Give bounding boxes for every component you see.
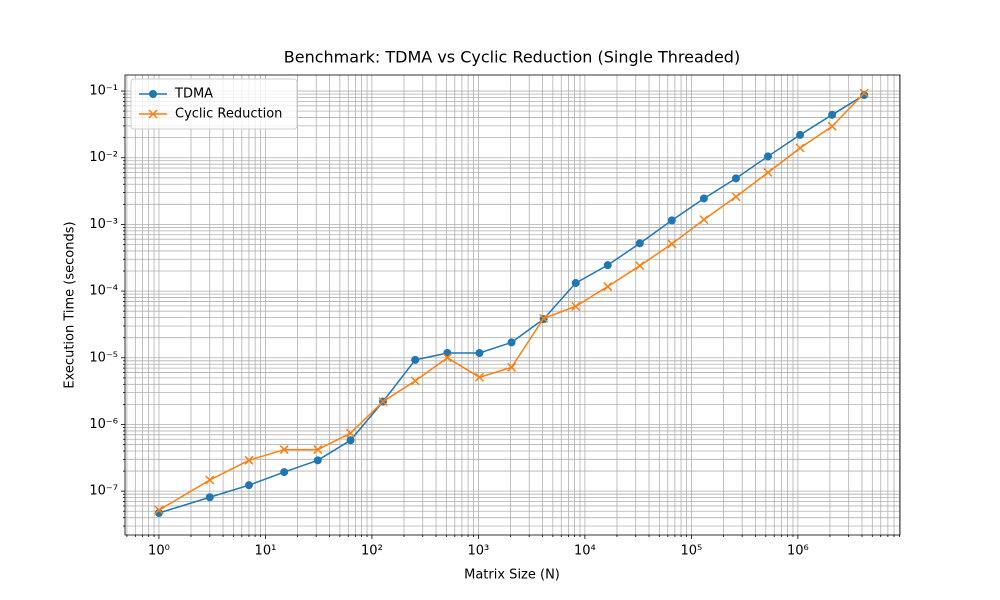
marker (667, 239, 677, 249)
marker (731, 192, 741, 202)
marker (313, 456, 322, 465)
y-tick-label: 10⁻⁶ (89, 417, 118, 432)
marker (205, 475, 215, 485)
x-tick-label: 10¹ (255, 544, 277, 559)
marker (571, 279, 580, 288)
marker (539, 313, 549, 323)
marker (346, 428, 356, 438)
marker (859, 88, 869, 98)
marker (828, 110, 837, 119)
y-tick-label: 10⁻² (89, 150, 118, 165)
x-axis-label: Matrix Size (N) (464, 568, 560, 583)
legend: TDMA Cyclic Reduction (130, 78, 298, 130)
marker (313, 445, 323, 455)
marker (795, 143, 805, 153)
grid (125, 75, 900, 535)
marker (667, 216, 676, 225)
marker (603, 261, 612, 270)
x-tick-label: 10² (361, 544, 383, 559)
legend-box (130, 78, 298, 130)
x-tick-label: 10⁰ (148, 544, 170, 559)
marker (827, 121, 837, 131)
x-tick-label: 10⁴ (574, 544, 596, 559)
marker (474, 372, 484, 382)
marker (280, 468, 289, 477)
y-axis-label: Execution Time (seconds) (63, 221, 78, 388)
marker (796, 130, 805, 139)
marker (507, 362, 517, 372)
x-tick-label: 10⁵ (681, 544, 703, 559)
marker (411, 355, 420, 364)
marker (475, 348, 484, 357)
marker (764, 152, 773, 161)
marker (507, 338, 516, 347)
marker (603, 282, 613, 292)
x-tick-label: 10³ (468, 544, 490, 559)
marker (442, 353, 452, 363)
x-tick-label: 10⁶ (787, 544, 809, 559)
legend-label: Cyclic Reduction (175, 107, 282, 122)
series-line (158, 92, 865, 511)
series-line (158, 94, 865, 514)
marker (244, 455, 254, 465)
y-tick-label: 10⁻⁴ (89, 284, 118, 299)
marker (148, 109, 158, 119)
marker (346, 436, 355, 445)
legend-label: TDMA (174, 87, 213, 102)
y-tick-label: 10⁻⁵ (89, 350, 118, 365)
marker (154, 505, 164, 515)
y-tick-label: 10⁻³ (89, 217, 118, 232)
marker (410, 376, 420, 386)
marker (378, 397, 388, 407)
marker (635, 239, 644, 248)
marker (205, 493, 214, 502)
plot-frame (124, 74, 901, 536)
marker (860, 91, 869, 100)
chart-title: Benchmark: TDMA vs Cyclic Reduction (Sin… (284, 48, 740, 67)
marker (699, 215, 709, 225)
marker (731, 174, 740, 183)
marker (149, 90, 157, 98)
marker (154, 509, 163, 518)
marker (763, 167, 773, 178)
y-tick-label: 10⁻¹ (89, 84, 118, 99)
marker (635, 261, 645, 271)
y-tick-label: 10⁻⁷ (89, 484, 118, 499)
marker (279, 445, 289, 455)
marker (699, 194, 708, 203)
marker (571, 301, 581, 311)
marker (244, 481, 253, 490)
